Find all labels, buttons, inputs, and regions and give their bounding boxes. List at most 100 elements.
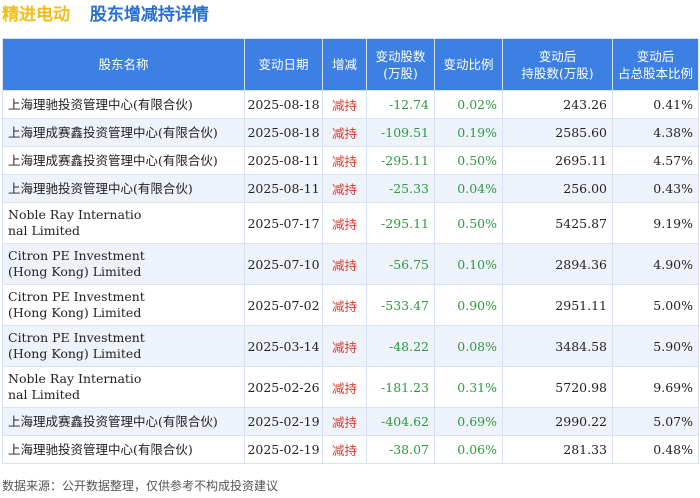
holder-change-table: 股东名称 变动日期 增减 变动股数 (万股) 变动比例 变动后 持股数(万股) 变动后 占总… (2, 38, 699, 464)
after-shares-cell: 281.33 (502, 435, 613, 464)
change-direction-cell: 减持 (322, 366, 367, 408)
change-direction-cell: 减持 (322, 407, 367, 436)
after-shares-cell: 5720.98 (502, 366, 613, 408)
table-row: 上海理驰投资管理中心(有限合伙) 2025-08-18 减持 -12.74 0.02% 2… (2, 90, 699, 119)
after-shares-cell: 2585.60 (502, 118, 613, 147)
holder-name-cell: 上海理驰投资管理中心(有限合伙) (2, 90, 245, 119)
change-shares-cell: -404.62 (366, 407, 435, 436)
change-shares-cell: -12.74 (366, 90, 435, 119)
holder-name-cell: 上海理成赛鑫投资管理中心(有限合伙) (2, 146, 245, 175)
table-row: 上海理驰投资管理中心(有限合伙) 2025-08-11 减持 -25.33 0.04% 2… (2, 174, 699, 203)
change-shares-cell: -25.33 (366, 174, 435, 203)
change-date-cell: 2025-08-11 (244, 146, 323, 175)
change-ratio-cell: 0.10% (434, 243, 503, 285)
column-header-3: 变动股数 (万股) (366, 38, 435, 91)
change-shares-cell: -295.11 (366, 202, 435, 244)
after-shares-cell: 243.26 (502, 90, 613, 119)
change-date-cell: 2025-02-26 (244, 366, 323, 408)
change-ratio-cell: 0.08% (434, 325, 503, 367)
holder-name-cell: 上海理成赛鑫投资管理中心(有限合伙) (2, 118, 245, 147)
table-row: 上海理驰投资管理中心(有限合伙) 2025-02-19 减持 -38.07 0.06% 2… (2, 435, 699, 464)
table-row: Citron PE Investment (Hong Kong) Limited… (2, 325, 699, 367)
data-source-note: 数据来源：公开数据整理，仅供参考不构成投资建议 (2, 479, 279, 493)
column-header-4: 变动比例 (434, 38, 503, 91)
after-shares-cell: 2990.22 (502, 407, 613, 436)
after-ratio-cell: 4.90% (612, 243, 699, 285)
table-row: 上海理成赛鑫投资管理中心(有限合伙) 2025-08-18 减持 -109.51 0.1… (2, 118, 699, 147)
column-header-1: 变动日期 (244, 38, 323, 91)
change-shares-cell: -295.11 (366, 146, 435, 175)
change-ratio-cell: 0.69% (434, 407, 503, 436)
change-ratio-cell: 0.04% (434, 174, 503, 203)
after-ratio-cell: 5.90% (612, 325, 699, 367)
change-shares-cell: -533.47 (366, 284, 435, 326)
change-date-cell: 2025-08-18 (244, 90, 323, 119)
table-row: Citron PE Investment (Hong Kong) Limited… (2, 284, 699, 326)
holder-name-cell: Noble Ray Internatio nal Limited (2, 202, 245, 244)
change-date-cell: 2025-07-10 (244, 243, 323, 285)
after-ratio-cell: 0.43% (612, 174, 699, 203)
change-ratio-cell: 0.02% (434, 90, 503, 119)
change-direction-cell: 减持 (322, 243, 367, 285)
change-shares-cell: -38.07 (366, 435, 435, 464)
change-shares-cell: -56.75 (366, 243, 435, 285)
table-row: Noble Ray Internatio nal Limited 2025-02-… (2, 366, 699, 408)
after-ratio-cell: 5.07% (612, 407, 699, 436)
holder-name-cell: 上海理驰投资管理中心(有限合伙) (2, 435, 245, 464)
table-row: 上海理成赛鑫投资管理中心(有限合伙) 2025-08-11 减持 -295.11 0.5… (2, 146, 699, 175)
column-header-6: 变动后 占总股本比例 (612, 38, 699, 91)
company-name: 精进电动 (2, 5, 70, 25)
after-shares-cell: 2894.36 (502, 243, 613, 285)
change-direction-cell: 减持 (322, 284, 367, 326)
after-ratio-cell: 9.69% (612, 366, 699, 408)
change-direction-cell: 减持 (322, 146, 367, 175)
after-ratio-cell: 5.00% (612, 284, 699, 326)
change-date-cell: 2025-08-18 (244, 118, 323, 147)
after-ratio-cell: 0.41% (612, 90, 699, 119)
after-shares-cell: 2951.11 (502, 284, 613, 326)
change-ratio-cell: 0.50% (434, 202, 503, 244)
change-direction-cell: 减持 (322, 202, 367, 244)
after-shares-cell: 3484.58 (502, 325, 613, 367)
change-shares-cell: -109.51 (366, 118, 435, 147)
after-ratio-cell: 4.38% (612, 118, 699, 147)
change-ratio-cell: 0.31% (434, 366, 503, 408)
table-row: 上海理成赛鑫投资管理中心(有限合伙) 2025-02-19 减持 -404.62 0.6… (2, 407, 699, 436)
holder-name-cell: Citron PE Investment (Hong Kong) Limited (2, 284, 245, 326)
page-title: 精进电动 股东增减持详情 (2, 2, 209, 28)
change-date-cell: 2025-07-17 (244, 202, 323, 244)
holder-name-cell: Citron PE Investment (Hong Kong) Limited (2, 325, 245, 367)
change-direction-cell: 减持 (322, 90, 367, 119)
after-ratio-cell: 4.57% (612, 146, 699, 175)
holder-name-cell: 上海理驰投资管理中心(有限合伙) (2, 174, 245, 203)
after-ratio-cell: 0.48% (612, 435, 699, 464)
column-header-2: 增减 (322, 38, 367, 91)
table-row: Noble Ray Internatio nal Limited 2025-07-… (2, 202, 699, 244)
change-date-cell: 2025-02-19 (244, 407, 323, 436)
holder-name-cell: Noble Ray Internatio nal Limited (2, 366, 245, 408)
change-ratio-cell: 0.90% (434, 284, 503, 326)
change-ratio-cell: 0.19% (434, 118, 503, 147)
holder-name-cell: 上海理成赛鑫投资管理中心(有限合伙) (2, 407, 245, 436)
after-shares-cell: 2695.11 (502, 146, 613, 175)
after-shares-cell: 5425.87 (502, 202, 613, 244)
change-direction-cell: 减持 (322, 435, 367, 464)
after-shares-cell: 256.00 (502, 174, 613, 203)
change-ratio-cell: 0.06% (434, 435, 503, 464)
change-shares-cell: -48.22 (366, 325, 435, 367)
change-direction-cell: 减持 (322, 174, 367, 203)
change-date-cell: 2025-03-14 (244, 325, 323, 367)
table-row: Citron PE Investment (Hong Kong) Limited… (2, 243, 699, 285)
column-header-5: 变动后 持股数(万股) (502, 38, 613, 91)
table-body: 上海理驰投资管理中心(有限合伙) 2025-08-18 减持 -12.74 0.02% 2… (2, 90, 699, 464)
change-date-cell: 2025-08-11 (244, 174, 323, 203)
change-direction-cell: 减持 (322, 118, 367, 147)
change-ratio-cell: 0.50% (434, 146, 503, 175)
change-date-cell: 2025-07-02 (244, 284, 323, 326)
table-header-row: 股东名称 变动日期 增减 变动股数 (万股) 变动比例 变动后 持股数(万股) 变动后 占总… (2, 38, 699, 91)
title-subject: 股东增减持详情 (89, 5, 209, 25)
after-ratio-cell: 9.19% (612, 202, 699, 244)
holder-name-cell: Citron PE Investment (Hong Kong) Limited (2, 243, 245, 285)
column-header-0: 股东名称 (2, 38, 245, 91)
change-date-cell: 2025-02-19 (244, 435, 323, 464)
